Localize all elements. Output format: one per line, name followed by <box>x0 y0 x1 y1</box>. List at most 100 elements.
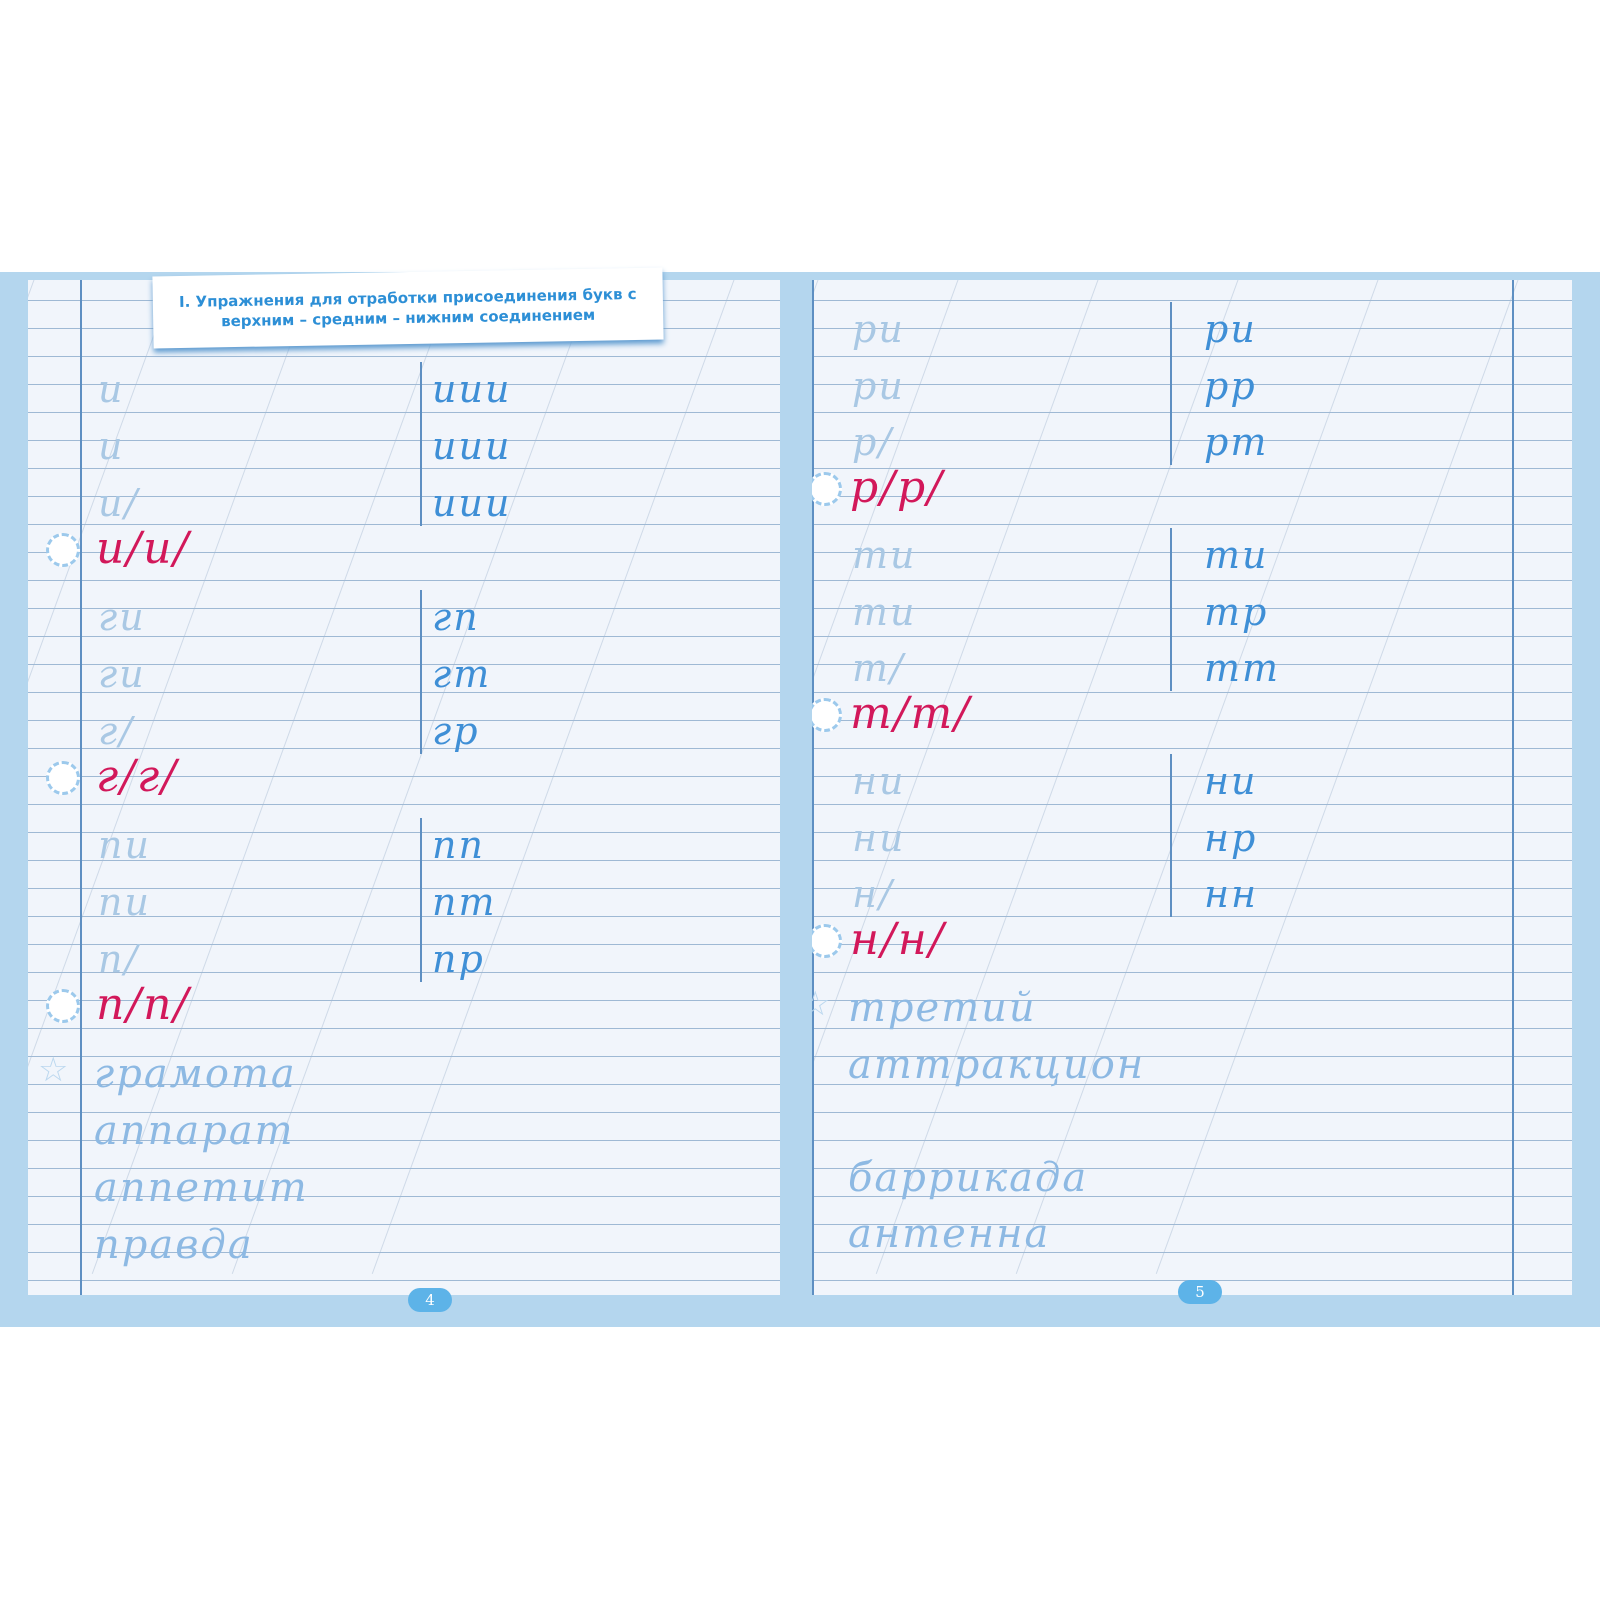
ruling-line <box>28 1224 780 1225</box>
trace-letters: ри <box>852 363 905 408</box>
trace-letters: ри <box>852 307 905 351</box>
column-separator <box>420 590 422 754</box>
ruling-line <box>28 1140 780 1141</box>
ruling-line <box>28 748 780 749</box>
ruling-line <box>28 608 780 609</box>
star-icon: ☆ <box>38 1050 69 1090</box>
practice-word: аппетит <box>94 1165 309 1211</box>
exercise-title: I. Упражнения для отработки присоединени… <box>152 267 664 349</box>
star-icon: ☆ <box>812 984 831 1024</box>
ruling-line <box>812 832 1572 833</box>
red-exercise: г/г/ <box>96 751 179 802</box>
ruling-line <box>28 384 780 385</box>
practice-word: грамота <box>94 1051 297 1097</box>
sample-letters: гт <box>432 652 492 696</box>
sun-icon <box>812 471 842 506</box>
sun-icon <box>812 923 842 958</box>
trace-letters: ти <box>852 533 917 577</box>
ruling-line <box>812 412 1572 413</box>
practice-word: аппарат <box>94 1108 295 1154</box>
ruling-line <box>812 300 1572 301</box>
ruling-line <box>812 468 1572 469</box>
ruling-line <box>812 748 1572 749</box>
sample-letters: ри <box>1204 307 1257 351</box>
ruling-line <box>812 1224 1572 1225</box>
margin-line <box>80 280 82 1295</box>
ruling-line <box>28 524 780 525</box>
ruling-line <box>812 524 1572 525</box>
ruling-line <box>812 776 1572 777</box>
trace-letters: т/ <box>852 646 905 690</box>
sample-letters: иии <box>432 367 512 411</box>
trace-letters: ги <box>98 652 146 696</box>
ruling-line <box>812 1252 1572 1253</box>
ruling-line <box>812 1112 1572 1113</box>
sample-letters: нр <box>1204 815 1258 860</box>
ruling-line <box>812 916 1572 917</box>
trace-letters: пи <box>98 880 151 924</box>
column-separator <box>1170 302 1172 465</box>
ruling-line <box>28 1084 780 1085</box>
margin-line <box>812 280 814 1295</box>
ruling-line <box>812 1084 1572 1085</box>
ruling-line <box>812 888 1572 889</box>
practice-word: баррикада <box>848 1154 1089 1201</box>
ruling-line <box>812 552 1572 553</box>
trace-letters: и/ <box>98 481 140 525</box>
sun-icon <box>46 989 80 1023</box>
ruling-line <box>812 608 1572 609</box>
trace-letters: ти <box>852 589 917 634</box>
ruling-line <box>28 1252 780 1253</box>
sample-letters: ти <box>1204 533 1269 577</box>
sample-letters: нн <box>1204 872 1259 916</box>
ruling-line <box>28 944 780 945</box>
ruling-line <box>28 440 780 441</box>
trace-letters: пи <box>98 823 151 867</box>
trace-letters: п/ <box>98 937 140 981</box>
trace-letters: и <box>98 424 125 468</box>
ruling-line <box>812 720 1572 721</box>
trace-letters: р/ <box>852 420 894 464</box>
ruling-line <box>28 1196 780 1197</box>
red-exercise: т/т/ <box>850 687 972 739</box>
margin-line-right <box>1512 280 1514 1295</box>
sample-letters: тт <box>1204 646 1281 690</box>
ruling-line <box>28 412 780 413</box>
red-exercise: н/н/ <box>850 913 946 965</box>
ruling-line <box>28 552 780 553</box>
ruling-line <box>28 468 780 469</box>
trace-letters: ни <box>852 815 906 860</box>
sample-letters: гп <box>432 595 480 639</box>
left-page: и иии и иии и/иии и/и/ги гп ги гт г/гр г/г/пи пп пи п… <box>28 280 780 1295</box>
ruling-line <box>28 356 780 357</box>
trace-letters: ги <box>98 595 146 639</box>
sample-letters: рт <box>1204 420 1269 464</box>
column-separator <box>420 818 422 982</box>
book-spread: и иии и иии и/иии и/и/ги гп ги гт г/гр г/г/пи пп пи п… <box>0 272 1600 1327</box>
ruling-line <box>28 664 780 665</box>
ruling-line <box>28 580 780 581</box>
ruling-line <box>28 860 780 861</box>
practice-word: правда <box>94 1222 254 1268</box>
ruling-line <box>28 720 780 721</box>
title-line-2: верхним – средним – нижним соединением <box>220 305 596 331</box>
ruling-line <box>28 916 780 917</box>
ruling-line <box>812 356 1572 357</box>
ruling-line <box>28 972 780 973</box>
ruling-line <box>812 692 1572 693</box>
ruling-line <box>28 692 780 693</box>
ruling-line <box>812 1056 1572 1057</box>
ruling-line <box>812 860 1572 861</box>
ruling-line <box>812 384 1572 385</box>
column-separator <box>1170 754 1172 917</box>
ruling-line <box>812 1196 1572 1197</box>
ruling-line <box>812 1028 1572 1029</box>
page-number-left: 4 <box>408 1288 452 1312</box>
slant-guide <box>371 280 749 1275</box>
ruling-line <box>812 328 1572 329</box>
sample-letters: рр <box>1204 363 1257 408</box>
ruling-line <box>28 1056 780 1057</box>
ruling-line <box>812 804 1572 805</box>
trace-letters: ни <box>852 759 906 803</box>
red-exercise: и/и/ <box>96 523 191 574</box>
